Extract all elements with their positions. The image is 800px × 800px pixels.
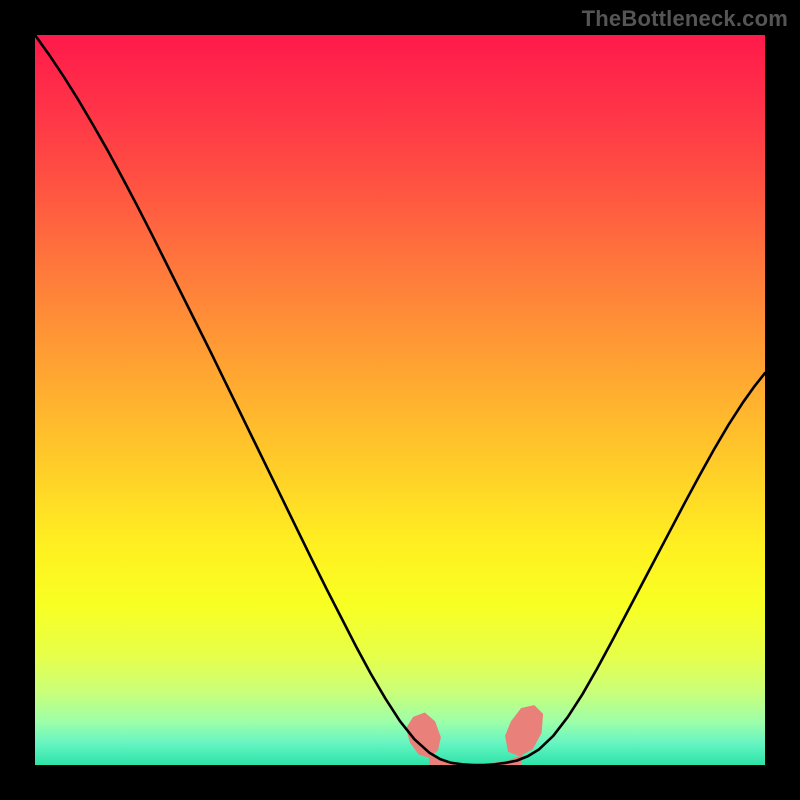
chart-plot (35, 35, 765, 765)
watermark-text: TheBottleneck.com (582, 6, 788, 32)
gradient-background (35, 35, 765, 765)
canvas-frame: TheBottleneck.com (0, 0, 800, 800)
